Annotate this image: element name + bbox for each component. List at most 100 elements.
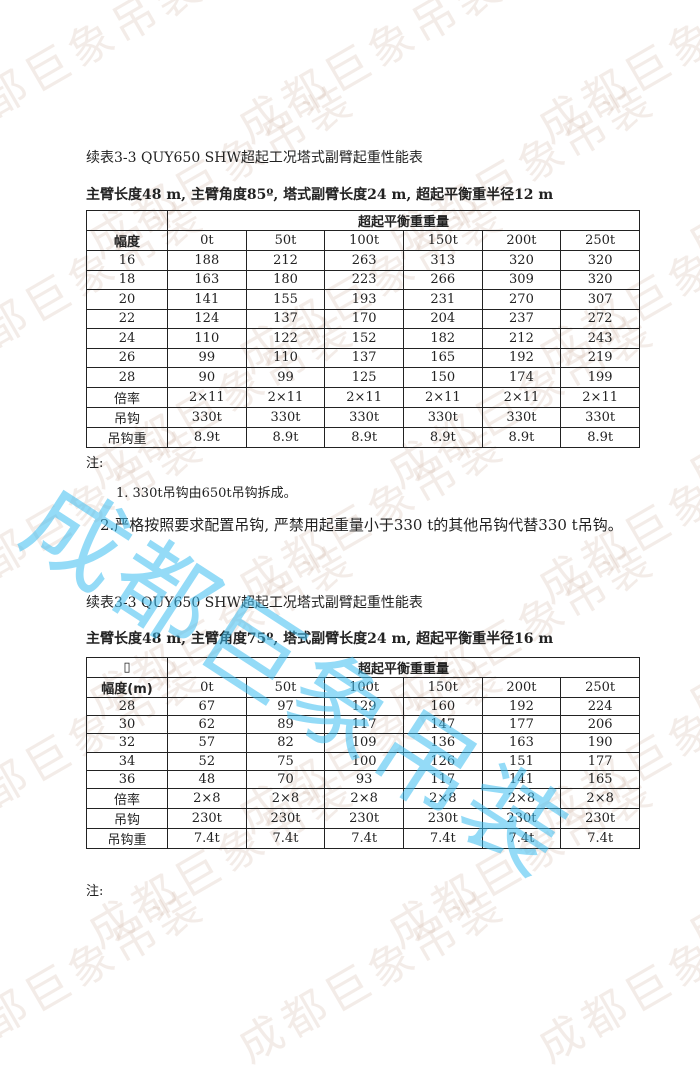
table-cell: 141: [167, 289, 247, 310]
watermark-text: 成都巨象吊装: [679, 763, 700, 958]
table-row: 30 62 89 117 147 177 206: [86, 715, 640, 735]
table-cell: 110: [245, 347, 326, 368]
table-cell: 188: [167, 250, 247, 271]
table-cell: 99: [245, 367, 326, 388]
table-cell: 170: [324, 308, 404, 329]
table-cell: 204: [402, 308, 483, 329]
table-cell: 330t: [167, 406, 247, 428]
table-cell: 219: [560, 347, 640, 368]
header-row: ▯ 超起平衡重重量: [86, 657, 640, 678]
table-row: 吊钩 330t 330t 330t 330t 330t 330t: [86, 406, 640, 428]
table-cell: 307: [560, 289, 640, 310]
table-cell: 82: [245, 733, 326, 753]
column-header: 150t: [402, 677, 483, 698]
table-cell: 147: [402, 715, 483, 735]
corner-cell: ▯: [86, 657, 168, 678]
corner-cell: [86, 210, 168, 231]
table-cell: 2×8: [245, 787, 326, 809]
table-cell: 117: [402, 769, 483, 789]
column-header-row: 幅度 0t 50t 100t 150t 200t 250t: [86, 230, 640, 251]
table-cell: 330t: [324, 406, 404, 428]
row-header: 幅度(m): [86, 677, 168, 698]
table-cell: 320: [560, 269, 640, 290]
column-header: 150t: [402, 230, 483, 251]
row-label: 吊钩重: [86, 426, 168, 448]
table-cell: 99: [167, 347, 247, 368]
notes1-label: 注:: [86, 456, 104, 471]
table-cell: 192: [481, 347, 562, 368]
table-cell: 180: [245, 269, 326, 290]
table-cell: 136: [402, 733, 483, 753]
table-cell: 230t: [324, 807, 404, 829]
table-row: 26 99 110 137 165 192 219: [86, 347, 640, 368]
table-cell: 199: [560, 367, 640, 388]
row-label: 28: [86, 367, 168, 388]
table-cell: 97: [245, 696, 326, 717]
notes2-label: 注:: [86, 884, 104, 899]
table-cell: 89: [245, 715, 326, 735]
table-cell: 155: [245, 289, 326, 310]
row-header: 幅度: [86, 230, 168, 251]
row-label: 22: [86, 308, 168, 329]
table-cell: 7.4t: [324, 827, 404, 849]
table-cell: 174: [481, 367, 562, 388]
column-header: 200t: [481, 677, 562, 698]
note-2: 2.严格按照要求配置吊钩, 严禁用起重量小于330 t的其他吊钩代替330 t吊…: [100, 516, 623, 534]
table-cell: 62: [167, 715, 247, 735]
watermark-text: 成都巨象吊装: [0, 878, 215, 1073]
table-cell: 163: [481, 733, 562, 753]
table-row: 倍率 2×11 2×11 2×11 2×11 2×11 2×11: [86, 386, 640, 408]
table-cell: 165: [560, 769, 640, 789]
table-cell: 230t: [402, 807, 483, 829]
watermark-text: 成都巨象吊装: [529, 0, 700, 153]
table-row: 吊钩 230t 230t 230t 230t 230t 230t: [86, 807, 640, 829]
table-row: 24 110 122 152 182 212 243: [86, 328, 640, 349]
table-row: 18 163 180 223 266 309 320: [86, 269, 640, 290]
table-row: 倍率 2×8 2×8 2×8 2×8 2×8 2×8: [86, 787, 640, 809]
table-row: 16 188 212 263 313 320 320: [86, 250, 640, 271]
column-header: 0t: [167, 230, 247, 251]
table1-subtitle: 主臂长度48 m, 主臂角度85º, 塔式副臂长度24 m, 超起平衡重半径12…: [86, 187, 554, 203]
table-cell: 150: [402, 367, 483, 388]
table-row: 32 57 82 109 136 163 190: [86, 733, 640, 753]
table-cell: 237: [481, 308, 562, 329]
table-cell: 7.4t: [481, 827, 562, 849]
table-cell: 230t: [481, 807, 562, 829]
table-cell: 2×11: [245, 386, 326, 408]
table-cell: 2×8: [324, 787, 404, 809]
row-label: 24: [86, 328, 168, 349]
column-header: 50t: [245, 677, 326, 698]
table-cell: 2×8: [402, 787, 483, 809]
table-cell: 330t: [245, 406, 326, 428]
table-cell: 137: [324, 347, 404, 368]
table-cell: 192: [481, 696, 562, 717]
column-header-row: 幅度(m) 0t 50t 100t 150t 200t 250t: [86, 677, 640, 698]
table-row: 吊钩重 8.9t 8.9t 8.9t 8.9t 8.9t 8.9t: [86, 426, 640, 448]
table-cell: 320: [560, 250, 640, 271]
row-label: 吊钩: [86, 406, 168, 428]
table-cell: 182: [402, 328, 483, 349]
table-cell: 266: [402, 269, 483, 290]
table-cell: 109: [324, 733, 404, 753]
table-cell: 224: [560, 696, 640, 717]
table-cell: 117: [324, 715, 404, 735]
table-row: 36 48 70 93 117 141 165: [86, 769, 640, 789]
column-header: 200t: [481, 230, 562, 251]
table-cell: 124: [167, 308, 247, 329]
table-cell: 2×11: [324, 386, 404, 408]
table-cell: 320: [481, 250, 562, 271]
table-cell: 7.4t: [402, 827, 483, 849]
watermark-text: 成都巨象吊装: [529, 878, 700, 1073]
table-cell: 125: [324, 367, 404, 388]
table-cell: 206: [560, 715, 640, 735]
table-cell: 93: [324, 769, 404, 789]
table-cell: 7.4t: [560, 827, 640, 849]
row-label: 32: [86, 733, 168, 753]
row-label: 20: [86, 289, 168, 310]
table-cell: 230t: [245, 807, 326, 829]
table-row: 34 52 75 100 126 151 177: [86, 751, 640, 771]
table-cell: 177: [481, 715, 562, 735]
table-cell: 330t: [481, 406, 562, 428]
row-label: 16: [86, 250, 168, 271]
table-cell: 263: [324, 250, 404, 271]
